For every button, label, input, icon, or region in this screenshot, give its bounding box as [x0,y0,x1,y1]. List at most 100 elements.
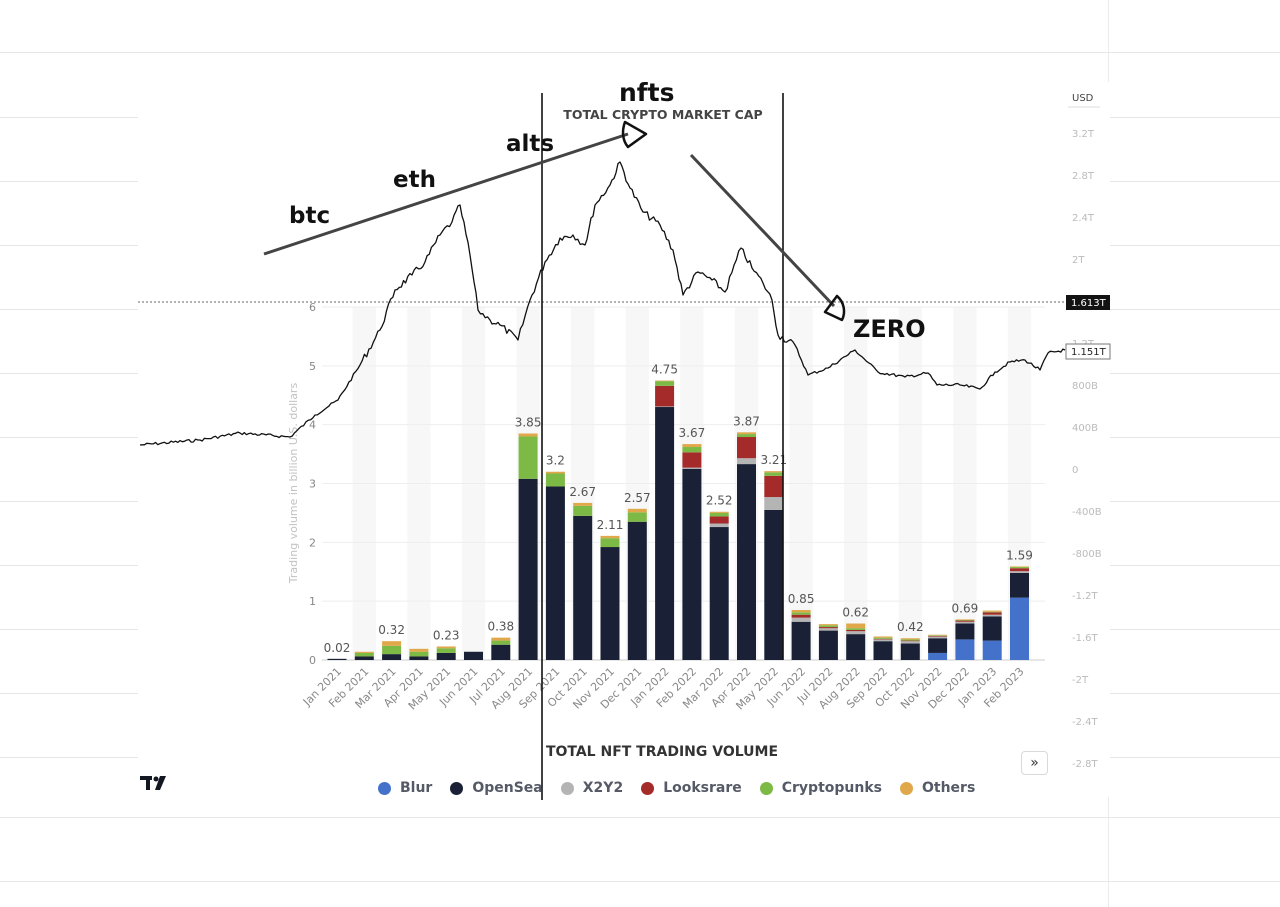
bar-segment-x2y2 [655,406,675,408]
legend-label: X2Y2 [582,780,624,796]
bar-segment-x2y2 [1010,571,1029,573]
bar-segment-opensea [764,509,784,660]
right-axis-tick: 3.2T [1072,129,1095,140]
bar-segment-cryptopunks [900,639,920,641]
annotation-btc: btc [289,203,330,229]
data-label: 3.85 [515,415,542,429]
legend-item-looksrare[interactable]: Looksrare [641,780,742,796]
legend-dot [450,781,464,795]
right-axis-tick: 2.8T [1072,171,1095,182]
bar-segment-others [545,471,565,474]
paper-rule [0,817,1280,818]
right-axis-tick: -1.6T [1072,633,1099,644]
bar-segment-others [600,535,620,539]
bar-segment-opensea [818,630,838,660]
bar-segment-looksrare [846,629,866,632]
up-trend-arrow [263,132,629,256]
bar-segment-looksrare [791,614,811,618]
y-tick-label: 1 [309,595,316,608]
paper-rule [0,881,1280,882]
bar-segment-others [737,432,756,435]
bar-segment-others [354,651,374,653]
bar-segment-looksrare [764,475,784,498]
bar-segment-cryptopunks [818,625,838,628]
bar-segment-looksrare [873,638,893,640]
bar-segment-opensea [846,634,866,660]
bar-segment-others [846,623,866,629]
legend-item-opensea[interactable]: OpenSea [450,780,543,796]
legend-item-others[interactable]: Others [900,780,975,796]
legend-label: Looksrare [663,780,742,796]
legend-item-blur[interactable]: Blur [378,780,432,796]
bar-segment-cryptopunks [955,619,975,621]
bar-segment-opensea [955,623,975,640]
data-label: 0.02 [324,641,351,655]
bar-segment-opensea [382,654,402,660]
bar-segment-cryptopunks [791,612,811,615]
bar-segment-opensea [573,515,593,660]
bar-segment-others [682,444,702,448]
bar-segment-others [791,609,811,613]
bar-segment-cryptopunks [573,505,593,516]
bar-segment-looksrare [1010,568,1029,572]
data-label: 1.59 [1006,548,1033,562]
right-axis-tick: -400B [1072,507,1102,518]
bar-segment-cryptopunks [627,512,647,522]
bar-segment-opensea [600,547,620,660]
legend-item-x2y2[interactable]: X2Y2 [560,780,624,796]
bar-segment-others [982,610,1002,612]
data-label: 0.85 [788,592,815,606]
data-label: 0.62 [842,606,869,620]
bar-segment-others [873,636,893,638]
bar-segment-x2y2 [737,458,756,465]
price-marker-box [1065,343,1111,360]
legend-label: OpenSea [472,780,543,796]
right-axis-tick: 400B [1072,423,1098,434]
bar-segment-opensea [873,641,893,660]
bar-segment-x2y2 [955,621,975,624]
price-marker: 1.613T [1071,298,1107,309]
bar-segment-others [573,502,593,506]
data-label: 4.75 [651,363,678,377]
chart-panel [138,82,1110,797]
bar-segment-cryptopunks [409,651,429,657]
bar-segment-opensea [655,407,675,660]
bar-segment-opensea [682,468,702,660]
scroll-to-end-button[interactable]: » [1021,751,1048,775]
bar-segment-looksrare [955,620,975,622]
bar-segment-looksrare [682,452,702,468]
y-tick-label: 5 [309,360,316,373]
bar-segment-opensea [354,656,374,660]
bar-segment-others [709,511,729,513]
data-label: 0.32 [378,623,405,637]
y-axis-label: Trading volume in billion U.S. dollars [287,383,300,585]
bar-segment-cryptopunks [491,640,511,645]
bar-segment-opensea [982,616,1002,641]
bar-segment-looksrare [655,385,675,407]
bar-segment-cryptopunks [1010,567,1029,569]
bar-segment-cryptopunks [600,538,620,548]
data-label: 2.67 [569,485,596,499]
bar-segment-blur [955,639,975,660]
bar-segment-others [436,646,456,649]
data-label: 3.67 [679,426,706,440]
bar-segment-others [928,634,948,636]
bar-segment-x2y2 [982,614,1002,617]
y-tick-label: 6 [309,301,316,314]
y-tick-label: 4 [309,419,316,432]
bar-segment-opensea [791,621,811,660]
legend-item-cryptopunks[interactable]: Cryptopunks [759,780,882,796]
data-label: 2.52 [706,494,733,508]
legend-label: Others [922,780,976,796]
bar-segment-cryptopunks [737,434,756,438]
annotation-eth: eth [393,167,436,193]
bar-segment-cryptopunks [982,611,1002,613]
bar-segment-x2y2 [846,631,866,635]
data-label: 3.2 [546,454,565,468]
bar-segment-x2y2 [709,523,729,528]
bar-segment-opensea [900,643,920,660]
bar-segment-others [1010,566,1029,568]
currency-label: USD [1072,93,1094,104]
bar-segment-looksrare [737,437,756,459]
